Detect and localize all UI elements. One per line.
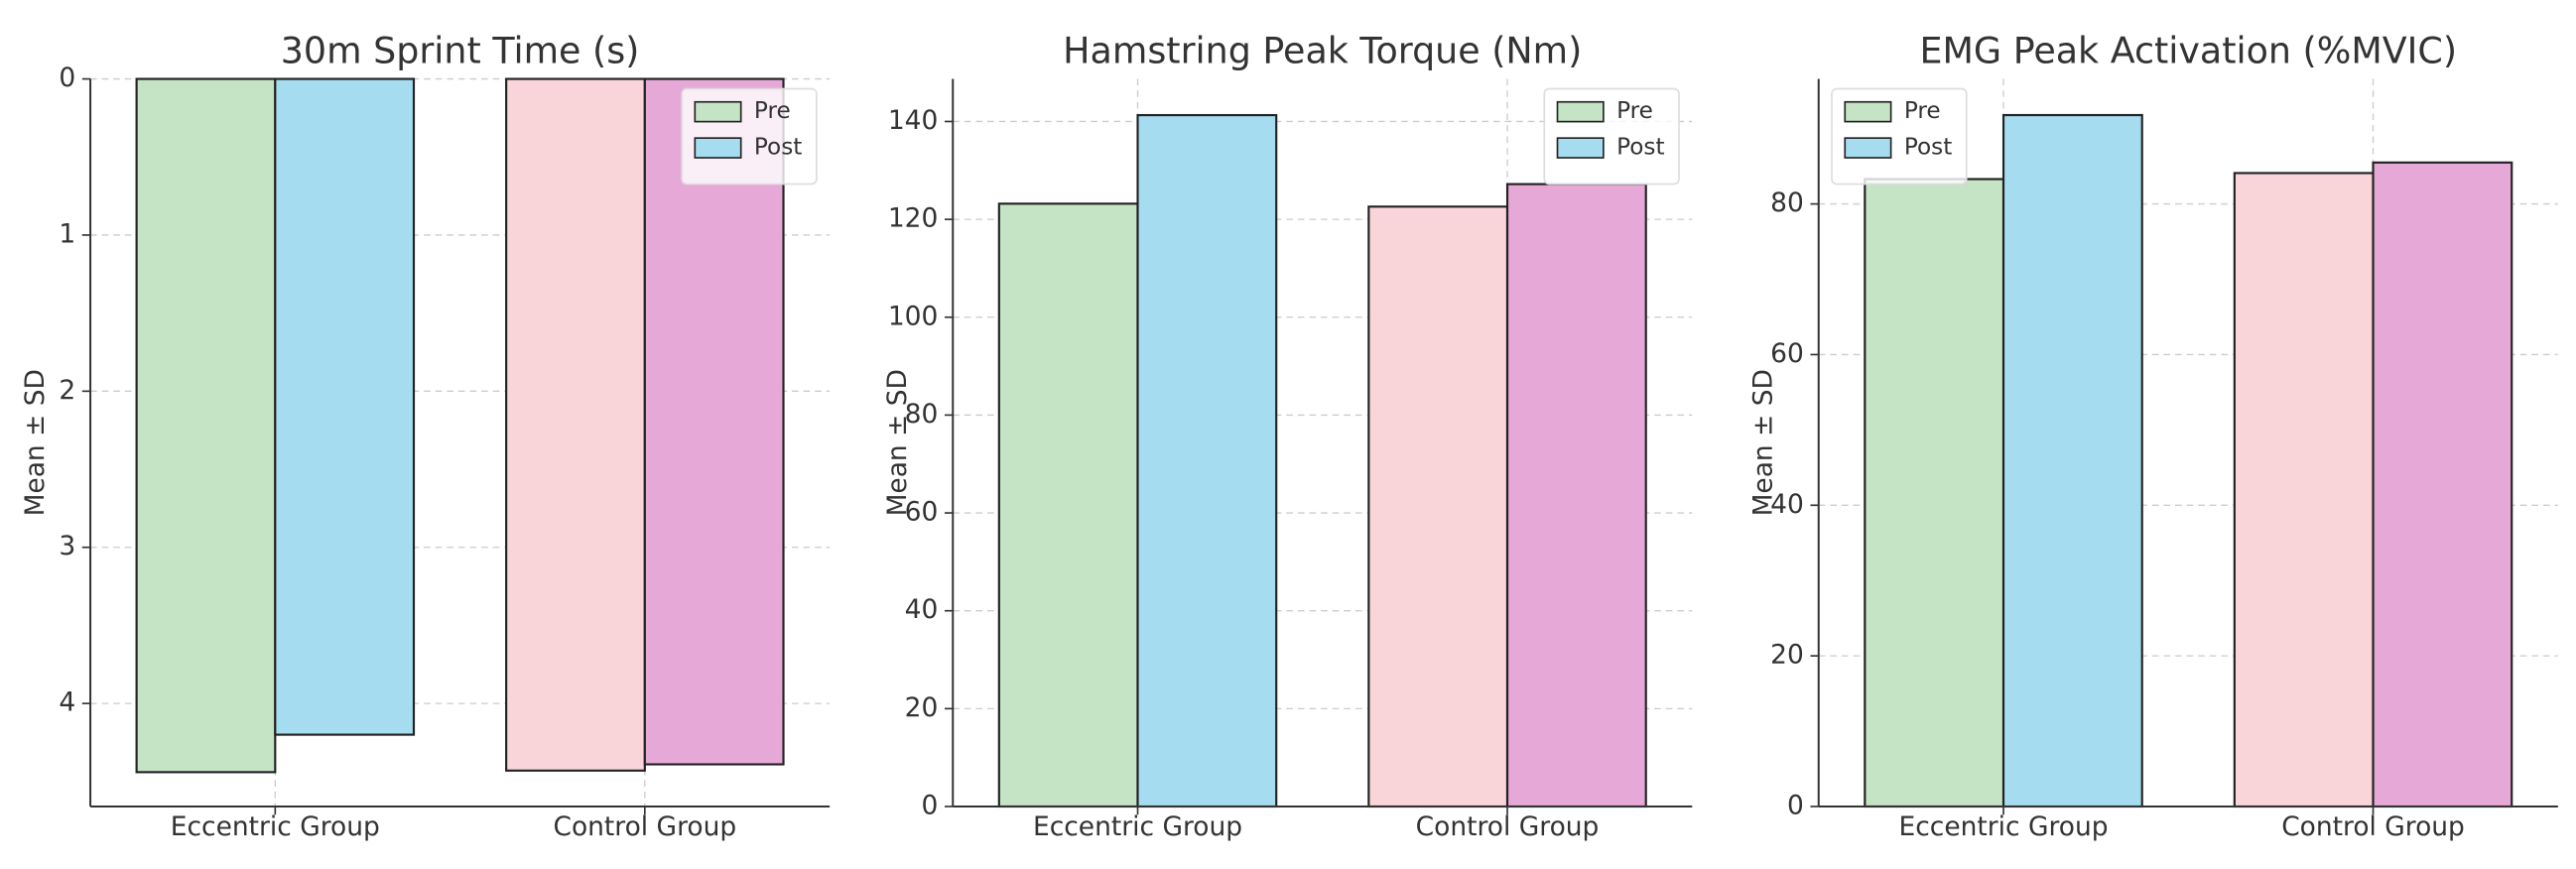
legend-swatch (1844, 100, 1892, 123)
y-tick-label: 40 (905, 594, 939, 625)
x-tick-label: Control Group (1416, 811, 1600, 842)
x-tick-label: Control Group (553, 811, 736, 842)
y-tick-label: 0 (922, 790, 939, 820)
legend-label: Pre (754, 97, 791, 124)
legend-swatch (1556, 100, 1605, 123)
legend-label: Pre (1616, 97, 1653, 124)
legend: Pre Post (1543, 87, 1680, 186)
legend-label: Post (1616, 134, 1664, 161)
legend-label: Pre (1904, 97, 1941, 124)
y-tick-label: 0 (59, 62, 75, 93)
y-tick-label: 40 (1770, 489, 1804, 520)
y-tick-label: 1 (59, 218, 75, 249)
y-tick-label: 20 (905, 692, 939, 723)
y-axis-label: Mean ± SD (882, 369, 913, 516)
legend: Pre Post (1831, 87, 1968, 186)
bar (997, 202, 1139, 808)
bar (2372, 161, 2513, 808)
legend-label: Post (1904, 134, 1952, 161)
y-tick-label: 120 (888, 203, 939, 234)
y-axis-label: Mean ± SD (20, 369, 51, 516)
y-axis-label: Mean ± SD (1748, 369, 1779, 516)
y-tick-label: 4 (59, 687, 75, 718)
bar (1136, 113, 1278, 808)
y-tick-label: 140 (888, 105, 939, 136)
chart-title: 30m Sprint Time (s) (281, 30, 640, 72)
y-tick-label: 0 (1787, 790, 1804, 820)
y-tick-label: 80 (905, 399, 939, 430)
bar (643, 77, 785, 766)
legend: Pre Post (681, 87, 818, 186)
y-tick-label: 20 (1770, 640, 1804, 671)
bar (135, 77, 277, 774)
y-tick-label: 3 (59, 531, 75, 561)
y-tick-label: 100 (888, 301, 939, 331)
bar (274, 77, 416, 736)
legend-label: Post (754, 134, 802, 161)
bar (1864, 178, 2005, 808)
x-tick-label: Control Group (2281, 811, 2465, 842)
bar (1367, 205, 1509, 808)
x-tick-label: Eccentric Group (1033, 811, 1242, 842)
chart-title: Hamstring Peak Torque (Nm) (1063, 30, 1582, 72)
legend-swatch (1556, 137, 1605, 159)
x-tick-label: Eccentric Group (171, 811, 380, 842)
bar (1505, 183, 1647, 808)
y-tick-label: 2 (59, 375, 75, 406)
bar (2233, 172, 2375, 808)
y-tick-label: 80 (1770, 187, 1804, 218)
chart-title: EMG Peak Activation (%MVIC) (1920, 30, 2458, 72)
y-tick-label: 60 (1770, 338, 1804, 369)
bar (2001, 113, 2143, 808)
x-tick-label: Eccentric Group (1898, 811, 2108, 842)
legend-swatch (1844, 137, 1892, 159)
legend-swatch (694, 137, 742, 159)
legend-swatch (694, 100, 742, 123)
y-tick-label: 60 (905, 497, 939, 528)
bar (505, 77, 646, 772)
